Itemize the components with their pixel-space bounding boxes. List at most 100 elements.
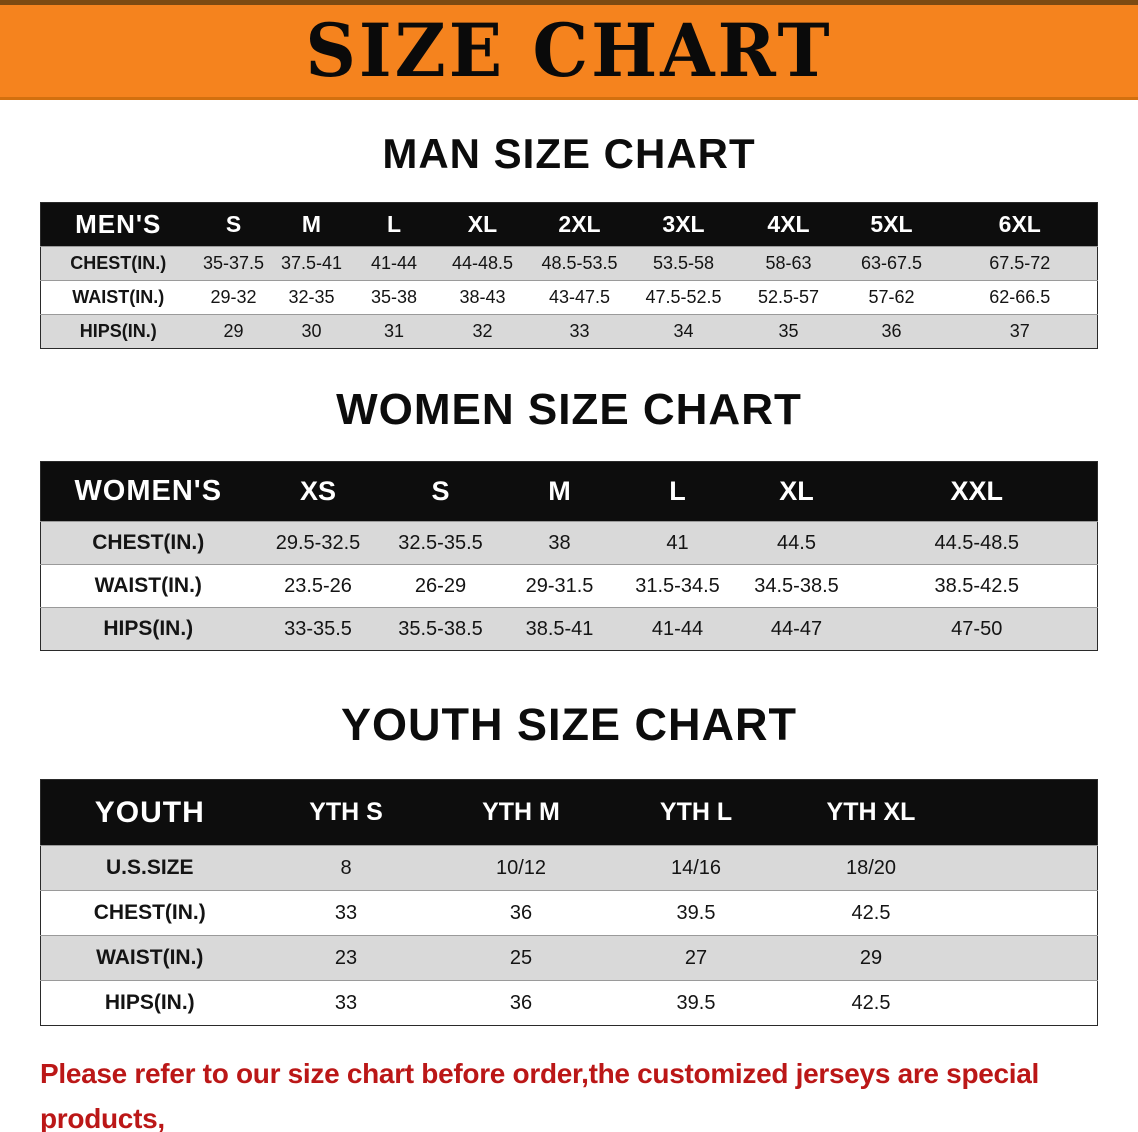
size-value-cell: 31.5-34.5 xyxy=(618,564,737,608)
size-value-cell: 63-67.5 xyxy=(840,246,943,281)
spacer-cell xyxy=(958,935,1098,981)
women-table-header-row: WOMEN'S XS S M L XL XXL xyxy=(40,461,1098,522)
spacer-cell xyxy=(958,845,1098,891)
row-label: HIPS(IN.) xyxy=(40,980,259,1026)
size-value-cell: 47.5-52.5 xyxy=(630,280,737,315)
size-value-cell: 42.5 xyxy=(783,980,959,1026)
size-column-header: M xyxy=(271,202,352,247)
size-value-cell: 29 xyxy=(195,314,272,349)
size-value-cell: 32-35 xyxy=(271,280,352,315)
size-value-cell: 35-37.5 xyxy=(195,246,272,281)
size-value-cell: 10/12 xyxy=(433,845,609,891)
size-column-header: XXL xyxy=(856,461,1098,522)
row-label: CHEST(IN.) xyxy=(40,246,196,281)
size-value-cell: 33-35.5 xyxy=(255,607,381,651)
disclaimer-line-1: Please refer to our size chart before or… xyxy=(40,1058,1040,1132)
banner-title: SIZE CHART xyxy=(305,7,833,94)
size-value-cell: 36 xyxy=(840,314,943,349)
row-label: WAIST(IN.) xyxy=(40,935,259,981)
size-value-cell: 47-50 xyxy=(856,607,1098,651)
size-value-cell: 32.5-35.5 xyxy=(380,521,501,565)
size-value-cell: 14/16 xyxy=(608,845,784,891)
size-value-cell: 38 xyxy=(500,521,619,565)
youth-size-table: YOUTH YTH S YTH M YTH L YTH XL U.S.SIZE … xyxy=(40,779,1098,1026)
row-label: CHEST(IN.) xyxy=(40,521,256,565)
size-value-cell: 35.5-38.5 xyxy=(380,607,501,651)
row-label: CHEST(IN.) xyxy=(40,890,259,936)
size-value-cell: 39.5 xyxy=(608,890,784,936)
size-value-cell: 8 xyxy=(258,845,434,891)
youth-ussize-row: U.S.SIZE 8 10/12 14/16 18/20 xyxy=(40,845,1098,891)
men-table-title-cell: MEN'S xyxy=(40,202,196,247)
size-value-cell: 39.5 xyxy=(608,980,784,1026)
size-value-cell: 30 xyxy=(271,314,352,349)
youth-size-chart-heading: YOUTH SIZE CHART xyxy=(340,699,797,750)
size-column-header: YTH S xyxy=(258,779,434,846)
row-label: WAIST(IN.) xyxy=(40,280,196,315)
size-value-cell: 48.5-53.5 xyxy=(528,246,631,281)
size-column-header: S xyxy=(380,461,501,522)
men-waist-row: WAIST(IN.) 29-32 32-35 35-38 38-43 43-47… xyxy=(40,280,1098,315)
size-value-cell: 36 xyxy=(433,890,609,936)
size-value-cell: 25 xyxy=(433,935,609,981)
size-value-cell: 23 xyxy=(258,935,434,981)
youth-table-header-row: YOUTH YTH S YTH M YTH L YTH XL xyxy=(40,779,1098,846)
man-size-chart-heading: MAN SIZE CHART xyxy=(382,130,756,177)
size-value-cell: 34.5-38.5 xyxy=(736,564,857,608)
size-chart-banner: SIZE CHART xyxy=(0,0,1138,100)
row-label: U.S.SIZE xyxy=(40,845,259,891)
men-table-header-row: MEN'S S M L XL 2XL 3XL 4XL 5XL 6XL xyxy=(40,202,1098,247)
size-value-cell: 33 xyxy=(258,890,434,936)
men-hips-row: HIPS(IN.) 29 30 31 32 33 34 35 36 37 xyxy=(40,314,1098,349)
size-value-cell: 23.5-26 xyxy=(255,564,381,608)
size-value-cell: 38.5-41 xyxy=(500,607,619,651)
women-waist-row: WAIST(IN.) 23.5-26 26-29 29-31.5 31.5-34… xyxy=(40,564,1098,608)
size-value-cell: 62-66.5 xyxy=(942,280,1098,315)
size-value-cell: 38.5-42.5 xyxy=(856,564,1098,608)
spacer-cell xyxy=(958,779,1098,846)
row-label: WAIST(IN.) xyxy=(40,564,256,608)
size-value-cell: 34 xyxy=(630,314,737,349)
row-label: HIPS(IN.) xyxy=(40,314,196,349)
size-column-header: XL xyxy=(736,461,857,522)
size-column-header: S xyxy=(195,202,272,247)
size-column-header: XL xyxy=(436,202,529,247)
size-value-cell: 36 xyxy=(433,980,609,1026)
size-value-cell: 37.5-41 xyxy=(271,246,352,281)
men-chest-row: CHEST(IN.) 35-37.5 37.5-41 41-44 44-48.5… xyxy=(40,246,1098,281)
youth-chest-row: CHEST(IN.) 33 36 39.5 42.5 xyxy=(40,890,1098,936)
size-column-header: 3XL xyxy=(630,202,737,247)
women-chest-row: CHEST(IN.) 29.5-32.5 32.5-35.5 38 41 44.… xyxy=(40,521,1098,565)
size-value-cell: 29-31.5 xyxy=(500,564,619,608)
size-value-cell: 41-44 xyxy=(618,607,737,651)
size-value-cell: 29 xyxy=(783,935,959,981)
youth-hips-row: HIPS(IN.) 33 36 39.5 42.5 xyxy=(40,980,1098,1026)
size-column-header: YTH XL xyxy=(783,779,959,846)
size-value-cell: 32 xyxy=(436,314,529,349)
size-column-header: YTH M xyxy=(433,779,609,846)
size-value-cell: 38-43 xyxy=(436,280,529,315)
size-value-cell: 29.5-32.5 xyxy=(255,521,381,565)
size-value-cell: 44.5 xyxy=(736,521,857,565)
size-value-cell: 41-44 xyxy=(351,246,437,281)
size-column-header: L xyxy=(351,202,437,247)
women-size-chart-heading: WOMEN SIZE CHART xyxy=(336,385,802,434)
spacer-cell xyxy=(958,890,1098,936)
row-label: HIPS(IN.) xyxy=(40,607,256,651)
disclaimer: Please refer to our size chart before or… xyxy=(40,1052,1100,1132)
men-size-table: MEN'S S M L XL 2XL 3XL 4XL 5XL 6XL CHEST… xyxy=(40,202,1098,349)
size-column-header: 6XL xyxy=(942,202,1098,247)
size-column-header: 5XL xyxy=(840,202,943,247)
size-value-cell: 33 xyxy=(258,980,434,1026)
size-column-header: 2XL xyxy=(528,202,631,247)
size-column-header: 4XL xyxy=(736,202,841,247)
spacer-cell xyxy=(958,980,1098,1026)
size-value-cell: 67.5-72 xyxy=(942,246,1098,281)
size-value-cell: 33 xyxy=(528,314,631,349)
size-value-cell: 35-38 xyxy=(351,280,437,315)
size-value-cell: 44.5-48.5 xyxy=(856,521,1098,565)
size-value-cell: 53.5-58 xyxy=(630,246,737,281)
women-size-table: WOMEN'S XS S M L XL XXL CHEST(IN.) 29.5-… xyxy=(40,461,1098,651)
size-value-cell: 27 xyxy=(608,935,784,981)
size-value-cell: 42.5 xyxy=(783,890,959,936)
